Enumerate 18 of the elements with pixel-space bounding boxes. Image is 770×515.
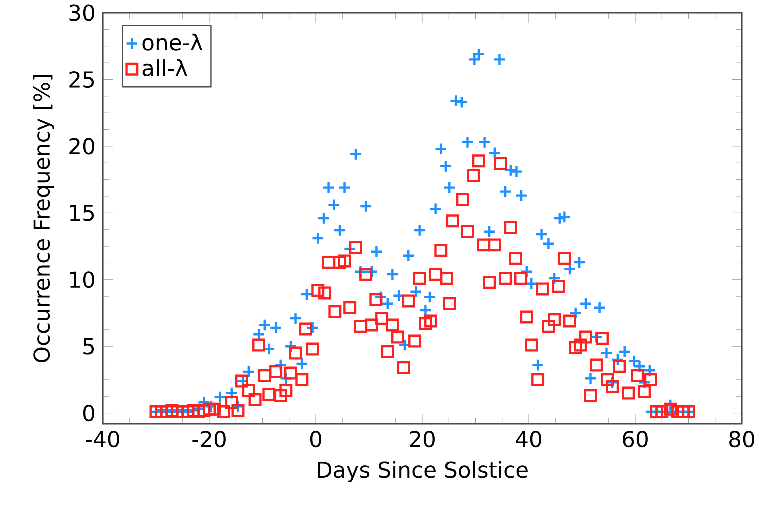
y-axis-title: Occurrence Frequency [%] bbox=[33, 75, 54, 362]
y-tick-label: 10 bbox=[70, 272, 94, 288]
x-tick-label: -40 bbox=[86, 431, 120, 448]
y-tick-label: 25 bbox=[70, 71, 94, 88]
legend-label: one-λ bbox=[142, 34, 203, 51]
y-tick-label: 20 bbox=[70, 138, 94, 155]
y-tick-label: 0 bbox=[83, 405, 94, 422]
x-axis-title: Days Since Solstice bbox=[318, 461, 528, 483]
y-tick-label: 5 bbox=[84, 338, 94, 355]
x-tick-label: 0 bbox=[310, 431, 322, 448]
x-tick-label: 80 bbox=[730, 431, 754, 448]
legend-label: all-λ bbox=[142, 60, 188, 76]
x-tick-label: -20 bbox=[192, 431, 226, 448]
x-tick-label: 20 bbox=[410, 431, 435, 448]
x-tick-label: 40 bbox=[516, 431, 542, 448]
x-tick-label: 60 bbox=[623, 431, 648, 448]
y-tick-label: 15 bbox=[70, 205, 94, 222]
y-tick-label: 30 bbox=[70, 4, 94, 22]
